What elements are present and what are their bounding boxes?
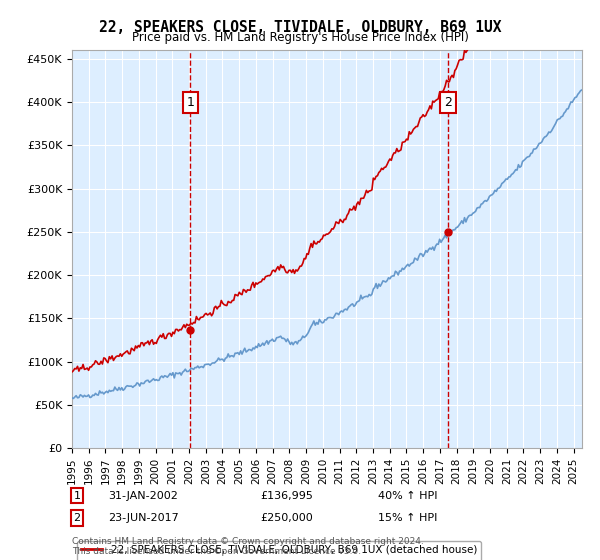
Text: 22, SPEAKERS CLOSE, TIVIDALE, OLDBURY, B69 1UX: 22, SPEAKERS CLOSE, TIVIDALE, OLDBURY, B… [99, 20, 501, 35]
Text: 1: 1 [74, 491, 80, 501]
Text: 40% ↑ HPI: 40% ↑ HPI [378, 491, 437, 501]
Legend: 22, SPEAKERS CLOSE, TIVIDALE, OLDBURY, B69 1UX (detached house), HPI: Average pr: 22, SPEAKERS CLOSE, TIVIDALE, OLDBURY, B… [77, 541, 481, 560]
Text: 2: 2 [444, 96, 452, 109]
Text: Price paid vs. HM Land Registry's House Price Index (HPI): Price paid vs. HM Land Registry's House … [131, 31, 469, 44]
Text: 31-JAN-2002: 31-JAN-2002 [108, 491, 178, 501]
Text: 2: 2 [74, 513, 80, 523]
Text: Contains HM Land Registry data © Crown copyright and database right 2024.: Contains HM Land Registry data © Crown c… [72, 537, 424, 546]
Text: £136,995: £136,995 [260, 491, 314, 501]
Text: 23-JUN-2017: 23-JUN-2017 [108, 513, 178, 523]
Text: £250,000: £250,000 [260, 513, 313, 523]
Text: 1: 1 [187, 96, 194, 109]
Text: 15% ↑ HPI: 15% ↑ HPI [378, 513, 437, 523]
Text: This data is licensed under the Open Government Licence v3.0.: This data is licensed under the Open Gov… [72, 547, 361, 556]
